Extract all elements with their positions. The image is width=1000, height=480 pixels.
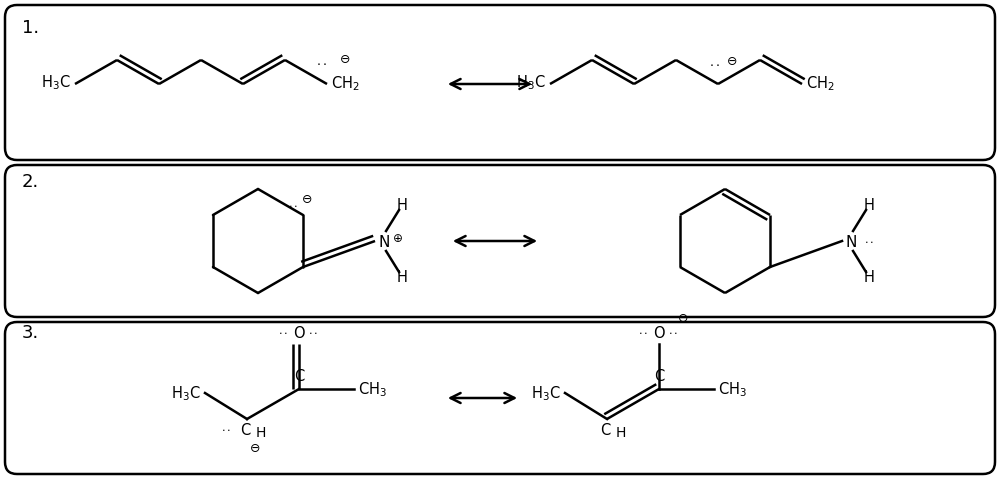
- Text: CH$_2$: CH$_2$: [806, 74, 835, 93]
- Text: CH$_3$: CH$_3$: [358, 380, 387, 398]
- Text: $\cdot\cdot$: $\cdot\cdot$: [221, 423, 231, 433]
- Text: H$_3$C: H$_3$C: [171, 384, 201, 403]
- Text: 3.: 3.: [22, 324, 39, 341]
- Text: C: C: [240, 422, 250, 437]
- Text: $\ominus$: $\ominus$: [339, 53, 350, 66]
- Text: C: C: [654, 368, 664, 383]
- Text: $\ominus$: $\ominus$: [301, 193, 313, 206]
- Text: 1.: 1.: [22, 19, 39, 37]
- Text: N: N: [378, 235, 389, 250]
- Text: $\cdot\cdot$: $\cdot\cdot$: [316, 58, 328, 71]
- Text: H: H: [864, 270, 874, 285]
- Text: C: C: [294, 368, 304, 383]
- Text: CH$_2$: CH$_2$: [331, 74, 360, 93]
- Text: H$_3$C: H$_3$C: [531, 384, 561, 403]
- Text: C: C: [600, 422, 610, 437]
- Text: $\ominus$: $\ominus$: [726, 55, 737, 68]
- Text: $\cdot\cdot$: $\cdot\cdot$: [864, 236, 874, 245]
- Text: $\ominus$: $\ominus$: [677, 312, 688, 325]
- Text: H$_3$C: H$_3$C: [41, 73, 71, 92]
- Text: $\cdot\cdot$: $\cdot\cdot$: [668, 326, 678, 336]
- Text: N: N: [845, 235, 856, 250]
- Text: $\cdot\cdot$: $\cdot\cdot$: [638, 326, 648, 336]
- Text: O: O: [653, 325, 665, 340]
- Text: H: H: [256, 425, 266, 439]
- Text: H$_3$C: H$_3$C: [516, 73, 546, 92]
- Text: 2.: 2.: [22, 173, 39, 191]
- Text: $\cdot\cdot$: $\cdot\cdot$: [308, 326, 318, 336]
- Text: $\cdot\cdot$: $\cdot\cdot$: [278, 326, 288, 336]
- Text: H: H: [616, 425, 626, 439]
- Text: $\cdot\cdot$: $\cdot\cdot$: [709, 59, 721, 72]
- Text: H: H: [397, 198, 407, 213]
- Text: $\ominus$: $\ominus$: [249, 441, 260, 454]
- Text: O: O: [293, 325, 305, 340]
- Text: H: H: [864, 198, 874, 213]
- Text: $\oplus$: $\oplus$: [392, 232, 403, 245]
- Text: CH$_3$: CH$_3$: [718, 380, 747, 398]
- Text: H: H: [397, 270, 407, 285]
- Text: $\cdot\cdot$: $\cdot\cdot$: [288, 200, 298, 210]
